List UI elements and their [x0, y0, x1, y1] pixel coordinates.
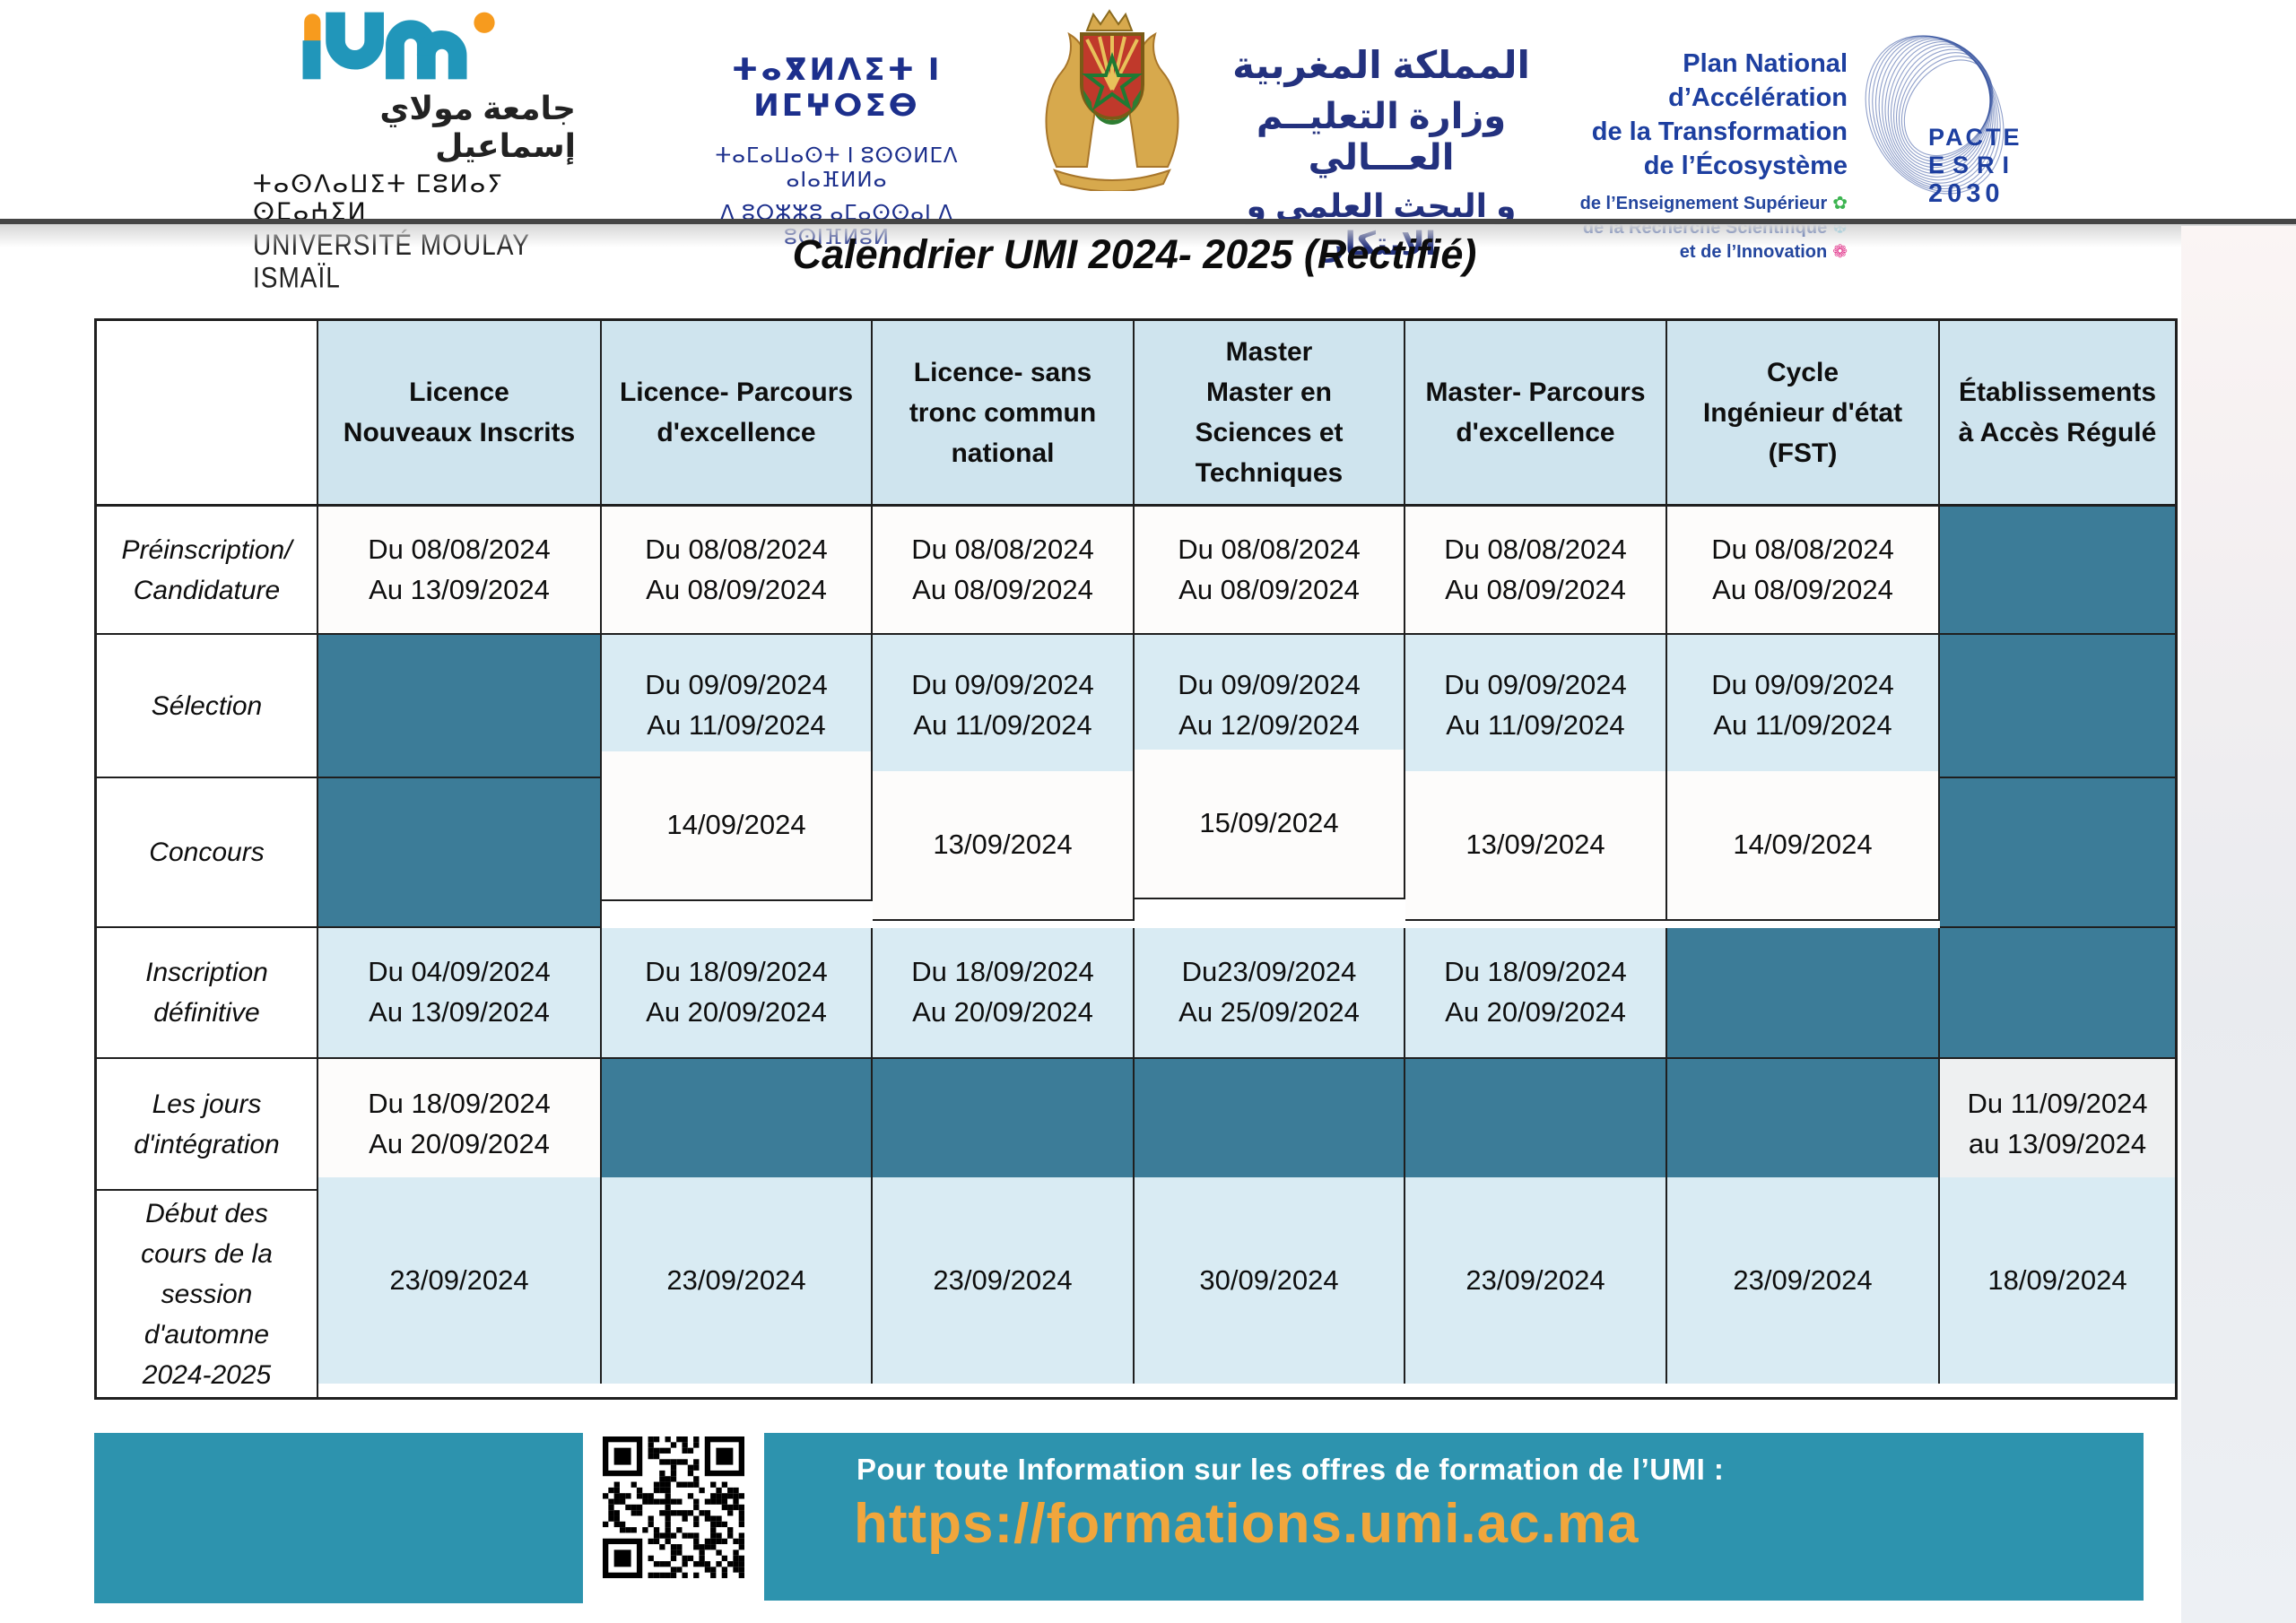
table-cell: Du 09/09/2024 Au 11/09/2024: [1667, 635, 1940, 778]
column-header: Cycle Ingénieur d'état (FST): [1667, 321, 1940, 507]
header-divider: [0, 219, 2296, 224]
footer-url[interactable]: https://formations.umi.ac.ma: [854, 1493, 1639, 1555]
table-cell: Du 09/09/2024 Au 11/09/2024: [1405, 635, 1667, 778]
table-cell: Du 18/09/2024 Au 20/09/2024: [602, 928, 873, 1059]
table-cell: Du 11/09/2024 au 13/09/2024: [1940, 1059, 2175, 1191]
kingdom-tifinagh-line1: ⵜⴰⴳⵍⴷⵉⵜ ⵏ ⵍⵎⵖⵔⵉⴱ: [731, 53, 943, 123]
header-divider-shadow: [0, 224, 2296, 247]
row-label: Sélection: [97, 635, 318, 778]
ministry-arabic-line2: وزارة التعليــم العـــالي: [1256, 97, 1507, 178]
table-cell: [1667, 1059, 1940, 1191]
pacte-title-line1: Plan National d’Accélération: [1668, 49, 1848, 112]
table-cell: [1940, 635, 2175, 778]
table-cell: 23/09/2024: [602, 1177, 873, 1384]
table-cell: 18/09/2024: [1940, 1177, 2175, 1384]
kingdom-tifinagh-line2: ⵜⴰⵎⴰⵡⴰⵙⵜ ⵏ ⵓⵙⵙⵍⵎⴷ ⴰⵏⴰⴼⵍⵍⴰ: [715, 143, 959, 191]
pacte-brand-block: PACTE ESRI 2030: [1928, 124, 2022, 209]
table-cell: [318, 635, 602, 778]
row-label: Inscription définitive: [97, 928, 318, 1059]
column-header: Licence- Parcours d'excellence: [602, 321, 873, 507]
table-cell: Du 08/08/2024 Au 08/09/2024: [1667, 507, 1940, 635]
table-cell: [873, 1059, 1135, 1191]
table-cell: 23/09/2024: [873, 1177, 1135, 1384]
pacte-brand-name: PACTE: [1928, 124, 2022, 151]
row-label: Début des cours de la session d'automne …: [97, 1191, 318, 1397]
column-header: Licence Nouveaux Inscrits: [318, 321, 602, 507]
pacte-title-line3: de l’Écosystème: [1643, 152, 1848, 180]
pacte-brand-esri: ESRI: [1928, 152, 2018, 178]
table-cell: Du 08/08/2024 Au 08/09/2024: [1405, 507, 1667, 635]
table-cell: Du23/09/2024 Au 25/09/2024: [1135, 928, 1405, 1059]
row-label: Préinscription/ Candidature: [97, 507, 318, 635]
umi-name-arabic: جامعة مولاي إسماعيل: [379, 90, 576, 164]
column-header: Master Master en Sciences et Techniques: [1135, 321, 1405, 507]
table-cell: 14/09/2024: [1667, 771, 1940, 921]
pacte-brand-2030: 2030: [1928, 179, 2005, 208]
table-cell: [602, 1059, 873, 1191]
row-label: Concours: [97, 778, 318, 928]
table-cell: Du 18/09/2024 Au 20/09/2024: [1405, 928, 1667, 1059]
row-label: Les jours d'intégration: [97, 1059, 318, 1191]
table-cell: Du 18/09/2024 Au 20/09/2024: [873, 928, 1135, 1059]
table-corner-cell: [97, 321, 318, 507]
table-cell: 30/09/2024: [1135, 1177, 1405, 1384]
table-cell: Du 08/08/2024 Au 08/09/2024: [1135, 507, 1405, 635]
pacte-swirl-logo: [1865, 35, 2005, 195]
footer-info-label: Pour toute Information sur les offres de…: [857, 1453, 1725, 1486]
column-header: Master- Parcours d'excellence: [1405, 321, 1667, 507]
qr-code: [603, 1436, 744, 1578]
table-cell: 15/09/2024: [1135, 750, 1405, 899]
pacte-subtitle-text: de l’Enseignement Supérieur: [1579, 194, 1828, 213]
ministry-arabic-line1: المملكة المغربية: [1232, 44, 1530, 86]
table-cell: Du 04/09/2024 Au 13/09/2024: [318, 928, 602, 1059]
ministry-arabic-block: المملكة المغربية وزارة التعليــم العـــا…: [1197, 43, 1565, 263]
table-cell: [318, 778, 602, 928]
table-cell: Du 08/08/2024 Au 13/09/2024: [318, 507, 602, 635]
table-cell: [1940, 507, 2175, 635]
table-cell: 13/09/2024: [873, 771, 1135, 921]
pacte-title-line2: de la Transformation: [1591, 117, 1848, 146]
table-cell: 23/09/2024: [1405, 1177, 1667, 1384]
umi-logo: جامعة مولاي إسماعيل ⵜⴰⵙⴷⴰⵡⵉⵜ ⵎⵓⵍⴰⵢ ⵙⵎⴰⵄⵉ…: [253, 11, 576, 294]
table-cell: [1667, 928, 1940, 1059]
table-cell: [1940, 928, 2175, 1059]
table-cell: [1405, 1059, 1667, 1191]
umi-logo-mark: [302, 12, 495, 80]
table-cell: Du 08/08/2024 Au 08/09/2024: [602, 507, 873, 635]
table-cell: Du 18/09/2024 Au 20/09/2024: [318, 1059, 602, 1191]
footer-banner-right: [764, 1433, 2144, 1601]
table-cell: Du 09/09/2024 Au 11/09/2024: [873, 635, 1135, 778]
umi-name-tifinagh: ⵜⴰⵙⴷⴰⵡⵉⵜ ⵎⵓⵍⴰⵢ ⵙⵎⴰⵄⵉⵍ: [253, 170, 505, 225]
table-cell: Du 08/08/2024 Au 08/09/2024: [873, 507, 1135, 635]
table-cell: 23/09/2024: [1667, 1177, 1940, 1384]
calendar-table: Licence Nouveaux Inscrits Licence- Parcou…: [94, 318, 2178, 1400]
pacte-subtitle-line: de l’Enseignement Supérieur ✿: [1578, 192, 1848, 216]
column-header: Licence- sans tronc commun national: [873, 321, 1135, 507]
footer-banner-left: [94, 1433, 583, 1603]
table-cell: 23/09/2024: [318, 1177, 602, 1384]
morocco-coat-of-arms: [1045, 9, 1179, 191]
table-cell: 14/09/2024: [602, 751, 873, 901]
background-photo-strip: [2181, 226, 2296, 1623]
table-cell: 13/09/2024: [1405, 771, 1667, 921]
column-header: Établissements à Accès Régulé: [1940, 321, 2175, 507]
page-title: Calendrier UMI 2024- 2025 (Rectifié): [792, 231, 1477, 277]
green-flower-icon: ✿: [1832, 194, 1848, 213]
table-cell: [1135, 1059, 1405, 1191]
table-cell: [1940, 778, 2175, 928]
